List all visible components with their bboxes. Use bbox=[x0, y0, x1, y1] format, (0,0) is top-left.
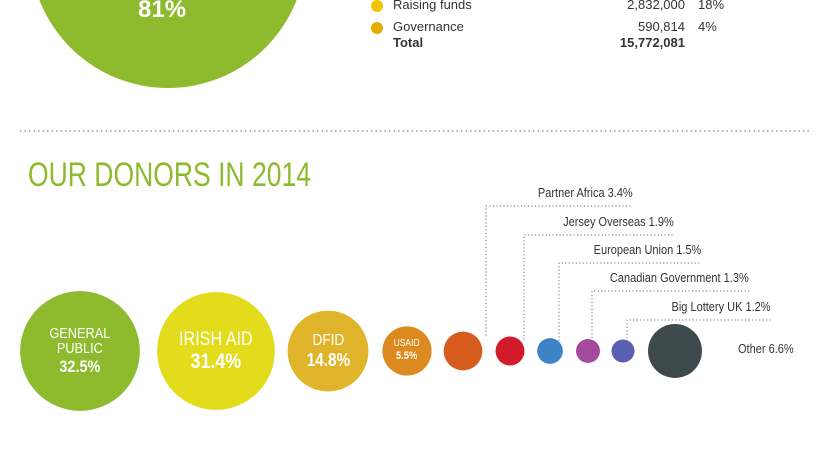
donor-bubble bbox=[576, 339, 600, 363]
donor-bubble bbox=[648, 324, 702, 378]
bubble-label: DFID 14.8% bbox=[294, 311, 363, 392]
callout-label: Canadian Government 1.3% bbox=[610, 271, 749, 285]
donor-name: Partner Africa bbox=[538, 186, 605, 200]
legend-amount: 2,832,000 bbox=[627, 0, 685, 12]
big-circle bbox=[39, 0, 297, 88]
bubble-label: USAID 5.5% bbox=[386, 326, 428, 375]
donor-bubble bbox=[382, 326, 432, 376]
donor-bubble bbox=[287, 310, 369, 392]
donor-bubble bbox=[157, 292, 275, 410]
donor-name: Canadian Government bbox=[610, 271, 721, 285]
donor-bubble bbox=[611, 339, 635, 363]
donor-value: 1.9% bbox=[648, 215, 674, 229]
donor-value: 31.4% bbox=[190, 349, 242, 373]
donor-name: DFID bbox=[312, 331, 344, 349]
legend-name: Governance bbox=[393, 19, 464, 34]
callout-label: Jersey Overseas 1.9% bbox=[563, 215, 674, 229]
big-percent: 81% bbox=[138, 0, 187, 23]
legend-percent: 4% bbox=[698, 19, 717, 34]
donor-name: GENERAL PUBLIC bbox=[49, 325, 111, 358]
donor-bubble bbox=[495, 336, 525, 366]
donor-value: 1.3% bbox=[723, 271, 749, 285]
donor-name: European Union bbox=[593, 243, 673, 257]
donor-value: 32.5% bbox=[59, 357, 101, 377]
callout-label: Other 6.6% bbox=[738, 342, 794, 356]
legend-dot bbox=[371, 22, 383, 34]
bubble-label: IRISH AID 31.4% bbox=[166, 292, 266, 410]
callout-label: Partner Africa 3.4% bbox=[538, 186, 633, 200]
donors-title: OUR DONORS IN 2014 bbox=[28, 156, 311, 194]
donor-name: Other bbox=[737, 342, 766, 356]
leader-line bbox=[485, 205, 633, 336]
donor-bubble bbox=[537, 338, 563, 364]
legend-amount: 590,814 bbox=[638, 19, 685, 34]
bubble-label: GENERAL PUBLIC 32.5% bbox=[29, 291, 131, 411]
donor-bubble bbox=[20, 291, 140, 411]
total-amount: 15,772,081 bbox=[619, 35, 685, 50]
donor-value: 3.4% bbox=[607, 186, 633, 200]
donor-name: Jersey Overseas bbox=[563, 215, 646, 229]
donor-bubble bbox=[443, 331, 483, 371]
donor-value: 6.6% bbox=[768, 342, 794, 356]
donor-value: 5.5% bbox=[396, 350, 418, 363]
legend-percent: 18% bbox=[698, 0, 725, 12]
donor-value: 1.5% bbox=[675, 243, 701, 257]
leader-line bbox=[626, 319, 771, 342]
donor-name: IRISH AID bbox=[179, 328, 253, 350]
callout-label: Big Lottery UK 1.2% bbox=[672, 300, 771, 314]
leader-line bbox=[558, 262, 701, 341]
donor-value: 14.8% bbox=[306, 349, 350, 370]
donor-value: 1.2% bbox=[745, 300, 771, 314]
total-name: Total bbox=[393, 35, 424, 50]
donor-name: Big Lottery UK bbox=[671, 300, 743, 314]
legend-dot bbox=[371, 0, 383, 12]
donor-name: USAID bbox=[393, 338, 420, 350]
callout-label: European Union 1.5% bbox=[593, 243, 701, 257]
legend-name: Raising funds bbox=[393, 0, 472, 12]
